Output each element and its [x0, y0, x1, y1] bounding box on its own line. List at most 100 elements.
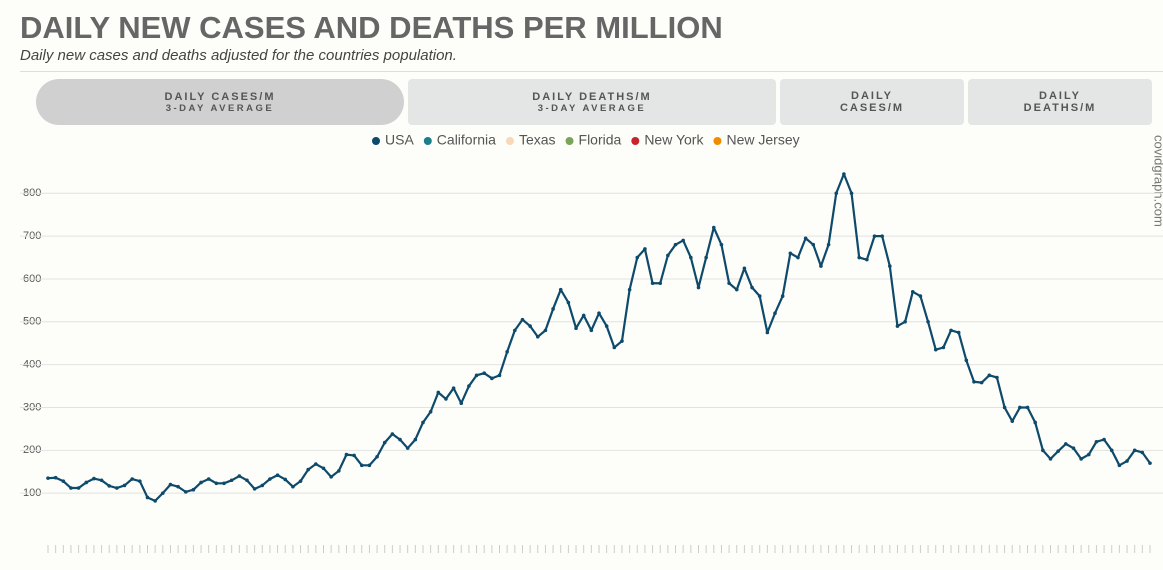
data-point: [788, 251, 793, 256]
data-point: [245, 478, 249, 483]
data-point: [1018, 405, 1022, 410]
data-point: [849, 191, 854, 196]
data-point: [1132, 448, 1137, 453]
data-point: [252, 487, 257, 491]
data-point: [742, 266, 747, 271]
data-point: [704, 255, 708, 260]
data-point: [191, 487, 196, 492]
data-point: [359, 463, 364, 468]
data-point: [436, 390, 441, 395]
data-point: [1102, 437, 1106, 442]
data-point: [513, 328, 517, 333]
data-point: [1064, 442, 1068, 446]
legend-label: USA: [385, 132, 414, 148]
legend-label: California: [437, 132, 496, 148]
data-point: [574, 326, 578, 331]
legend-label: New York: [644, 132, 704, 148]
tab[interactable]: DAILY CASES/M: [780, 79, 964, 125]
series-line: [47, 172, 1151, 502]
tab[interactable]: DAILY CASES/M 3-DAY AVERAGE: [36, 79, 404, 125]
data-point: [535, 334, 540, 339]
data-point: [551, 307, 555, 311]
data-point: [260, 483, 265, 488]
data-point: [1033, 420, 1038, 425]
data-point: [780, 294, 785, 298]
data-point: [291, 484, 295, 489]
legend: USA California Texas Florida New York New Jer…: [372, 132, 800, 148]
data-point: [46, 476, 50, 480]
data-point: [635, 255, 640, 260]
data-point: [658, 281, 663, 286]
tab[interactable]: DAILY DEATHS/M: [968, 79, 1152, 125]
data-point: [329, 475, 333, 479]
data-point: [1002, 405, 1007, 410]
data-point: [229, 478, 234, 483]
data-point: [918, 294, 923, 298]
data-point: [941, 345, 946, 350]
data-point: [872, 234, 877, 238]
watermark: covidgraph.com: [1152, 135, 1163, 227]
data-point: [696, 285, 701, 290]
data-point: [1117, 463, 1122, 468]
data-point: [727, 281, 731, 286]
data-point: [964, 358, 969, 363]
data-point: [1071, 446, 1076, 450]
data-point: [99, 478, 104, 483]
legend-label: Florida: [579, 132, 622, 148]
data-point: [1079, 457, 1083, 461]
data-point: [689, 255, 693, 260]
data-point: [352, 453, 356, 458]
data-point: [1010, 419, 1015, 423]
data-point: [451, 386, 456, 390]
data-point: [819, 264, 823, 268]
data-point: [1025, 405, 1030, 410]
data-point: [168, 482, 173, 487]
data-point: [972, 379, 976, 384]
legend-swatch: [372, 137, 380, 145]
data-point: [880, 234, 884, 238]
data-point: [298, 479, 303, 483]
data-point: [1094, 439, 1099, 444]
data-point: [115, 486, 119, 490]
data-point: [673, 242, 678, 247]
data-point: [459, 401, 464, 405]
tab-sub: 3-DAY AVERAGE: [537, 102, 647, 114]
data-point: [176, 484, 180, 489]
legend-swatch: [423, 137, 432, 145]
data-point: [1148, 461, 1152, 465]
data-point: [1125, 459, 1129, 463]
data-point: [643, 247, 647, 251]
data-point: [1140, 450, 1145, 455]
data-point: [237, 474, 242, 478]
tab[interactable]: DAILY DEATHS/M 3-DAY AVERAGE: [408, 79, 776, 125]
data-point: [53, 475, 58, 480]
legend-swatch: [505, 137, 514, 145]
data-point: [604, 324, 609, 328]
data-point: [757, 294, 762, 298]
data-point: [543, 328, 548, 333]
data-point: [987, 373, 992, 378]
data-point: [750, 285, 754, 290]
divider: [20, 71, 1163, 72]
data-point: [344, 452, 349, 457]
data-point: [681, 238, 685, 243]
legend-label: New Jersey: [726, 132, 799, 148]
data-point: [413, 437, 418, 442]
legend-swatch: [631, 137, 640, 145]
data-point: [895, 324, 900, 328]
data-point: [160, 491, 165, 495]
data-point: [888, 264, 892, 268]
data-point: [834, 191, 839, 196]
data-point: [666, 253, 670, 258]
data-point: [719, 242, 724, 247]
data-point: [275, 473, 280, 477]
tab-label: DAILY DEATHS/M: [532, 90, 652, 103]
data-point: [138, 479, 142, 483]
data-point: [474, 373, 479, 378]
data-point: [61, 479, 66, 483]
data-point: [84, 480, 89, 485]
data-point: [589, 328, 594, 333]
data-point: [428, 409, 433, 414]
data-point: [367, 463, 372, 468]
